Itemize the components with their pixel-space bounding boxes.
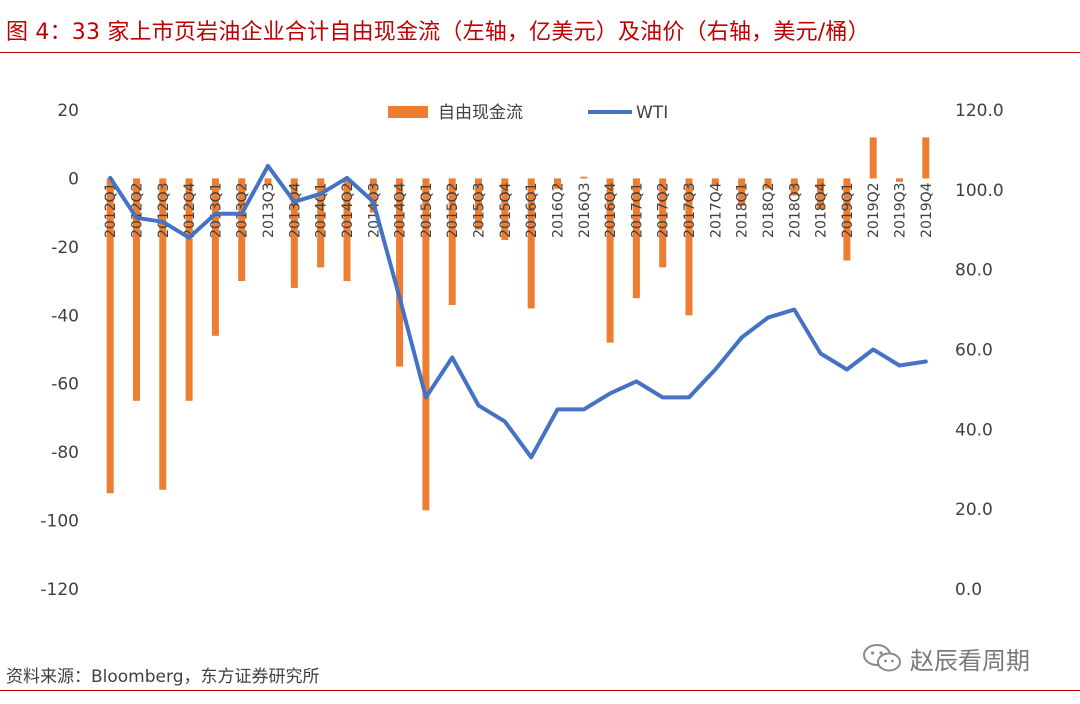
x-tick-label: 2013Q3 [261,182,277,238]
bar-2017Q2 [659,178,667,268]
x-tick-label: 2018Q3 [787,182,803,238]
x-tick-label: 2012Q2 [130,182,146,238]
x-tick-label: 2018Q4 [814,182,830,238]
x-tick-label: 2016Q1 [524,182,540,238]
x-tick-label: 2017Q3 [682,182,698,238]
x-tick-label: 2016Q2 [551,182,567,238]
bar-2018Q1 [738,178,746,206]
bar-2014Q3 [369,178,377,213]
bar-2016Q2 [554,178,561,189]
bar-2016Q4 [606,178,614,343]
y-left-tick-label: 0 [68,169,79,189]
bar-2014Q1 [317,178,325,268]
bar-2013Q1 [211,178,219,336]
y-right-tick-label: 40.0 [955,420,993,440]
y-left-tick-label: -100 [40,512,79,532]
bar-2015Q4 [501,178,509,240]
source-note: 资料来源：Bloomberg，东方证券研究所 [6,667,320,687]
bar-2017Q4 [711,178,719,186]
wti-line [108,163,928,460]
bar-2019Q3 [896,178,903,182]
x-tick-label: 2013Q4 [287,182,303,238]
x-tick-label: 2015Q1 [419,182,435,238]
bar-2014Q2 [343,178,351,281]
bar-2019Q2 [869,137,877,179]
title-divider [0,52,1080,53]
y-left-tick-label: -60 [51,375,79,395]
x-tick-label: 2019Q1 [840,182,856,238]
watermark: 赵辰看周期 [862,640,1030,676]
bar-2018Q3 [790,178,798,196]
legend: 自由现金流 WTI [388,103,668,123]
y-left-tick-label: -40 [51,306,79,326]
x-tick-label: 2014Q4 [393,182,409,238]
bar-2012Q3 [159,178,167,490]
legend-label-wti: WTI [636,103,668,123]
y-right-tick-label: 100.0 [955,181,1004,201]
bar-2012Q4 [185,178,193,401]
x-tick-label: 2019Q4 [919,182,935,238]
y-right-tick-label: 60.0 [955,341,993,361]
x-tick-label: 2017Q4 [708,182,724,238]
bar-2012Q2 [133,178,140,401]
bar-2013Q4 [290,178,298,288]
y-right-tick-label: 120.0 [955,101,1004,121]
x-tick-label: 2016Q3 [577,182,593,238]
legend-label-fcf: 自由现金流 [438,103,523,123]
y-left-tick-label: 20 [57,101,79,121]
right-axis-labels: 120.0 100.0 80.0 60.0 40.0 20.0 0.0 [955,101,1004,600]
bar-2019Q1 [843,178,851,261]
bar-2016Q1 [527,178,535,309]
x-tick-label: 2019Q2 [866,182,882,238]
x-tick-label: 2018Q1 [735,182,751,238]
x-tick-label: 2013Q1 [208,182,224,238]
bar-series [106,137,930,511]
legend-swatch-fcf [388,106,428,118]
x-tick-label: 2017Q2 [656,182,672,238]
x-tick-label: 2012Q4 [182,182,198,238]
bar-2015Q1 [422,178,430,511]
y-right-tick-label: 20.0 [955,500,993,520]
bar-2015Q2 [448,178,456,305]
y-right-tick-label: 80.0 [955,261,993,281]
bar-2019Q4 [922,137,930,179]
figure-title: 图 4：33 家上市页岩油企业合计自由现金流（左轴，亿美元）及油价（右轴，美元/… [6,20,870,45]
watermark-text: 赵辰看周期 [910,646,1030,675]
x-tick-label: 2018Q2 [761,182,777,238]
bar-2013Q3 [264,178,272,186]
bar-2016Q3 [580,176,588,179]
x-tick-label: 2017Q1 [629,182,645,238]
y-left-tick-label: -120 [40,580,79,600]
bar-2015Q3 [475,178,482,230]
x-tick-label: 2014Q2 [340,182,356,238]
x-tick-label: 2012Q1 [103,182,119,238]
y-left-tick-label: -80 [51,443,79,463]
bar-2013Q2 [238,178,246,281]
line-series [108,163,928,460]
bar-2018Q4 [817,178,825,210]
wechat-icon [863,644,901,672]
bar-2017Q3 [685,178,693,316]
x-tick-label: 2016Q4 [603,182,619,238]
x-axis-labels: 2012Q1 2012Q2 2012Q3 2012Q4 2013Q1 2013Q2 2013… [103,182,935,238]
bar-2014Q4 [396,178,404,367]
y-left-tick-label: -20 [51,238,79,258]
bottom-divider [0,690,1080,691]
x-tick-label: 2015Q4 [498,182,514,238]
x-tick-label: 2019Q3 [893,182,909,238]
bar-2018Q2 [764,178,772,189]
bar-2012Q1 [106,178,114,494]
y-right-tick-label: 0.0 [955,580,982,600]
x-tick-label: 2015Q2 [445,182,461,238]
bar-2017Q1 [632,178,640,299]
left-axis-labels: 20 0 -20 -40 -60 -80 -100 -120 [40,101,79,600]
x-tick-label: 2012Q3 [156,182,172,238]
x-tick-label: 2015Q3 [472,182,488,238]
